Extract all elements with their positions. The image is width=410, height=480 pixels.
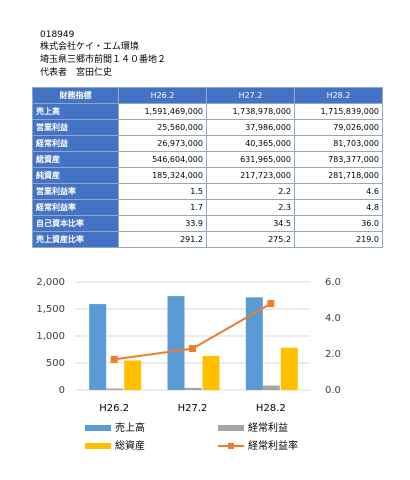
line-marker: [189, 345, 196, 353]
bar: [106, 388, 124, 390]
y2-tick-label: 0.0: [325, 385, 341, 396]
y-tick-label: 1,500: [36, 304, 65, 315]
y2-tick-label: 4.0: [325, 313, 341, 324]
cell: H26.2: [118, 87, 207, 104]
table-row: 経常利益率 1.7 2.3 4.8: [32, 199, 383, 216]
y-tick-label: 1,000: [36, 331, 65, 342]
table-row: 売上資産比率 291.2 275.2 219.0: [32, 231, 383, 248]
line-marker: [110, 355, 118, 363]
bar: [124, 360, 142, 390]
row-label: 財務指標: [32, 87, 119, 104]
legend-swatch: [85, 443, 111, 449]
legend-label: 売上高: [115, 421, 145, 434]
y-tick-label: 2,000: [36, 277, 65, 288]
bar: [202, 355, 220, 390]
row-label: 売上高: [32, 103, 119, 120]
legend-label: 総資産: [115, 439, 145, 452]
financial-table: 財務指標 H26.2 H27.2 H28.2 売上高 1,591,469,000 1,738…: [32, 87, 383, 248]
y2-tick-label: 6.0: [325, 277, 341, 288]
row-label: 営業利益率: [32, 183, 119, 200]
table-row: 総資産 546,604,000 631,965,000 783,377,000: [32, 151, 383, 168]
table-row: 経常利益 26,973,000 40,365,000 81,703,000: [32, 135, 383, 152]
y-tick-label: 500: [46, 358, 65, 369]
bar: [245, 297, 263, 390]
legend-swatch: [218, 425, 244, 431]
y-tick-label: 0: [59, 385, 65, 396]
bar: [184, 387, 202, 390]
table-row: 純資産 185,324,000 217,723,000 281,718,000: [32, 167, 383, 184]
legend-label: 経常利益: [248, 421, 288, 434]
bar: [167, 296, 185, 390]
bar: [89, 304, 107, 390]
cell: 219.0: [294, 231, 383, 248]
x-tick-label: H28.2: [256, 403, 286, 414]
code: 018949: [40, 30, 75, 40]
legend-label: 経常利益率: [248, 439, 298, 452]
row-label: 経常利益率: [32, 199, 119, 216]
representative: 代表者 宮田仁史: [40, 68, 113, 78]
address: 埼玉県三郷市前間１４０番地２: [40, 55, 167, 65]
legend-swatch: [228, 443, 234, 449]
x-tick-label: H26.2: [99, 403, 129, 414]
bar: [262, 385, 280, 390]
legend-swatch: [85, 425, 111, 431]
cell: H28.2: [294, 87, 383, 104]
table-row: 営業利益率 1.5 2.2 4.6: [32, 183, 383, 200]
company: 株式会社ケイ・エム環境: [40, 42, 139, 52]
x-tick-label: H27.2: [178, 403, 208, 414]
row-label: 自己資本比率: [32, 215, 119, 232]
y2-tick-label: 2.0: [325, 349, 341, 360]
line-marker: [267, 300, 275, 308]
bar: [280, 347, 298, 390]
cell: 275.2: [206, 231, 295, 248]
table-row: 自己資本比率 33.9 34.5 36.0: [32, 215, 383, 232]
